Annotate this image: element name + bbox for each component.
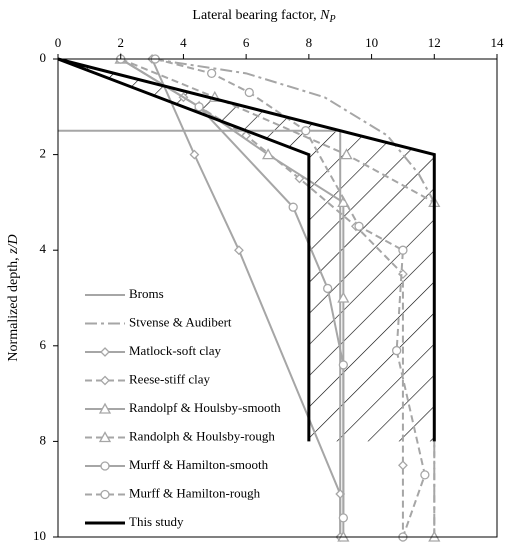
legend-marker	[100, 461, 110, 471]
marker	[301, 126, 311, 136]
legend-label: This study	[129, 514, 184, 529]
series-line	[120, 58, 345, 518]
legend-item: Stvense & Audibert	[85, 314, 232, 329]
x-tick-label: 10	[365, 35, 378, 50]
plot-frame	[57, 58, 498, 538]
legend-label: Randolph & Houlsby-rough	[129, 428, 275, 443]
hatch-fill	[58, 59, 435, 442]
legend-item: This study	[85, 514, 184, 529]
series-line	[57, 57, 436, 442]
legend-label: Reese-stiff clay	[129, 371, 210, 386]
marker	[234, 245, 244, 256]
marker	[323, 283, 333, 294]
marker	[261, 148, 275, 160]
x-axis-title-text: Lateral bearing factor,	[192, 8, 320, 23]
marker	[206, 68, 217, 78]
legend-item: Reese-stiff clay	[85, 371, 210, 386]
legend-label: Stvense & Audibert	[129, 314, 232, 329]
marker	[337, 291, 350, 303]
legend-item: Randolph & Houlsby-rough	[85, 428, 275, 443]
legend-label: Murff & Hamilton-smooth	[129, 457, 269, 472]
x-tick-label: 2	[117, 35, 124, 50]
marker	[398, 460, 408, 471]
legend-marker	[100, 489, 110, 500]
marker	[288, 202, 298, 212]
marker	[244, 87, 254, 98]
marker	[420, 470, 430, 480]
x-tick-label: 0	[55, 35, 62, 50]
y-tick-label: 10	[33, 528, 46, 543]
legend-marker	[98, 431, 112, 443]
legend-label: Randolpf & Houlsby-smooth	[129, 400, 281, 415]
marker	[398, 245, 408, 255]
x-tick-label: 8	[306, 35, 313, 50]
legend-label: Broms	[129, 286, 164, 301]
series-line	[58, 129, 342, 537]
legend-marker	[100, 347, 110, 357]
marker	[338, 513, 349, 523]
y-tick-label: 6	[40, 337, 47, 352]
hatch-region	[58, 59, 435, 442]
legend-marker	[98, 402, 112, 414]
x-tick-label: 12	[428, 35, 441, 50]
legend-item: Randolpf & Houlsby-smooth	[85, 400, 281, 415]
legend-label: Murff & Hamilton-rough	[129, 485, 261, 500]
plot-area	[57, 52, 441, 542]
x-axis-subscript: P	[328, 14, 335, 25]
legend-item: Murff & Hamilton-smooth	[85, 457, 269, 472]
legend-item: Broms	[85, 286, 164, 301]
x-tick-label: 4	[180, 35, 187, 50]
marker	[194, 102, 204, 112]
marker	[337, 196, 350, 208]
x-axis-symbol: N	[319, 8, 330, 23]
marker	[340, 148, 353, 160]
legend-item: Matlock-soft clay	[85, 343, 222, 358]
marker	[354, 221, 364, 231]
y-tick-label: 0	[40, 50, 47, 65]
legend-marker	[100, 375, 110, 386]
marker	[392, 345, 402, 356]
y-axis-symbol: z/D	[6, 234, 21, 254]
x-axis-title: Lateral bearing factor, NP	[192, 8, 335, 25]
y-tick-label: 8	[40, 432, 47, 447]
y-tick-label: 2	[40, 146, 47, 161]
legend-label: Matlock-soft clay	[129, 343, 222, 358]
legend-item: Murff & Hamilton-rough	[85, 485, 261, 500]
marker	[189, 149, 200, 160]
y-tick-label: 4	[40, 241, 47, 256]
marker	[338, 360, 349, 370]
y-axis-title: Normalized depth, z/D	[6, 234, 21, 361]
y-axis-title-text: Normalized depth,	[6, 254, 21, 362]
x-tick-label: 14	[491, 35, 505, 50]
x-tick-label: 6	[243, 35, 250, 50]
